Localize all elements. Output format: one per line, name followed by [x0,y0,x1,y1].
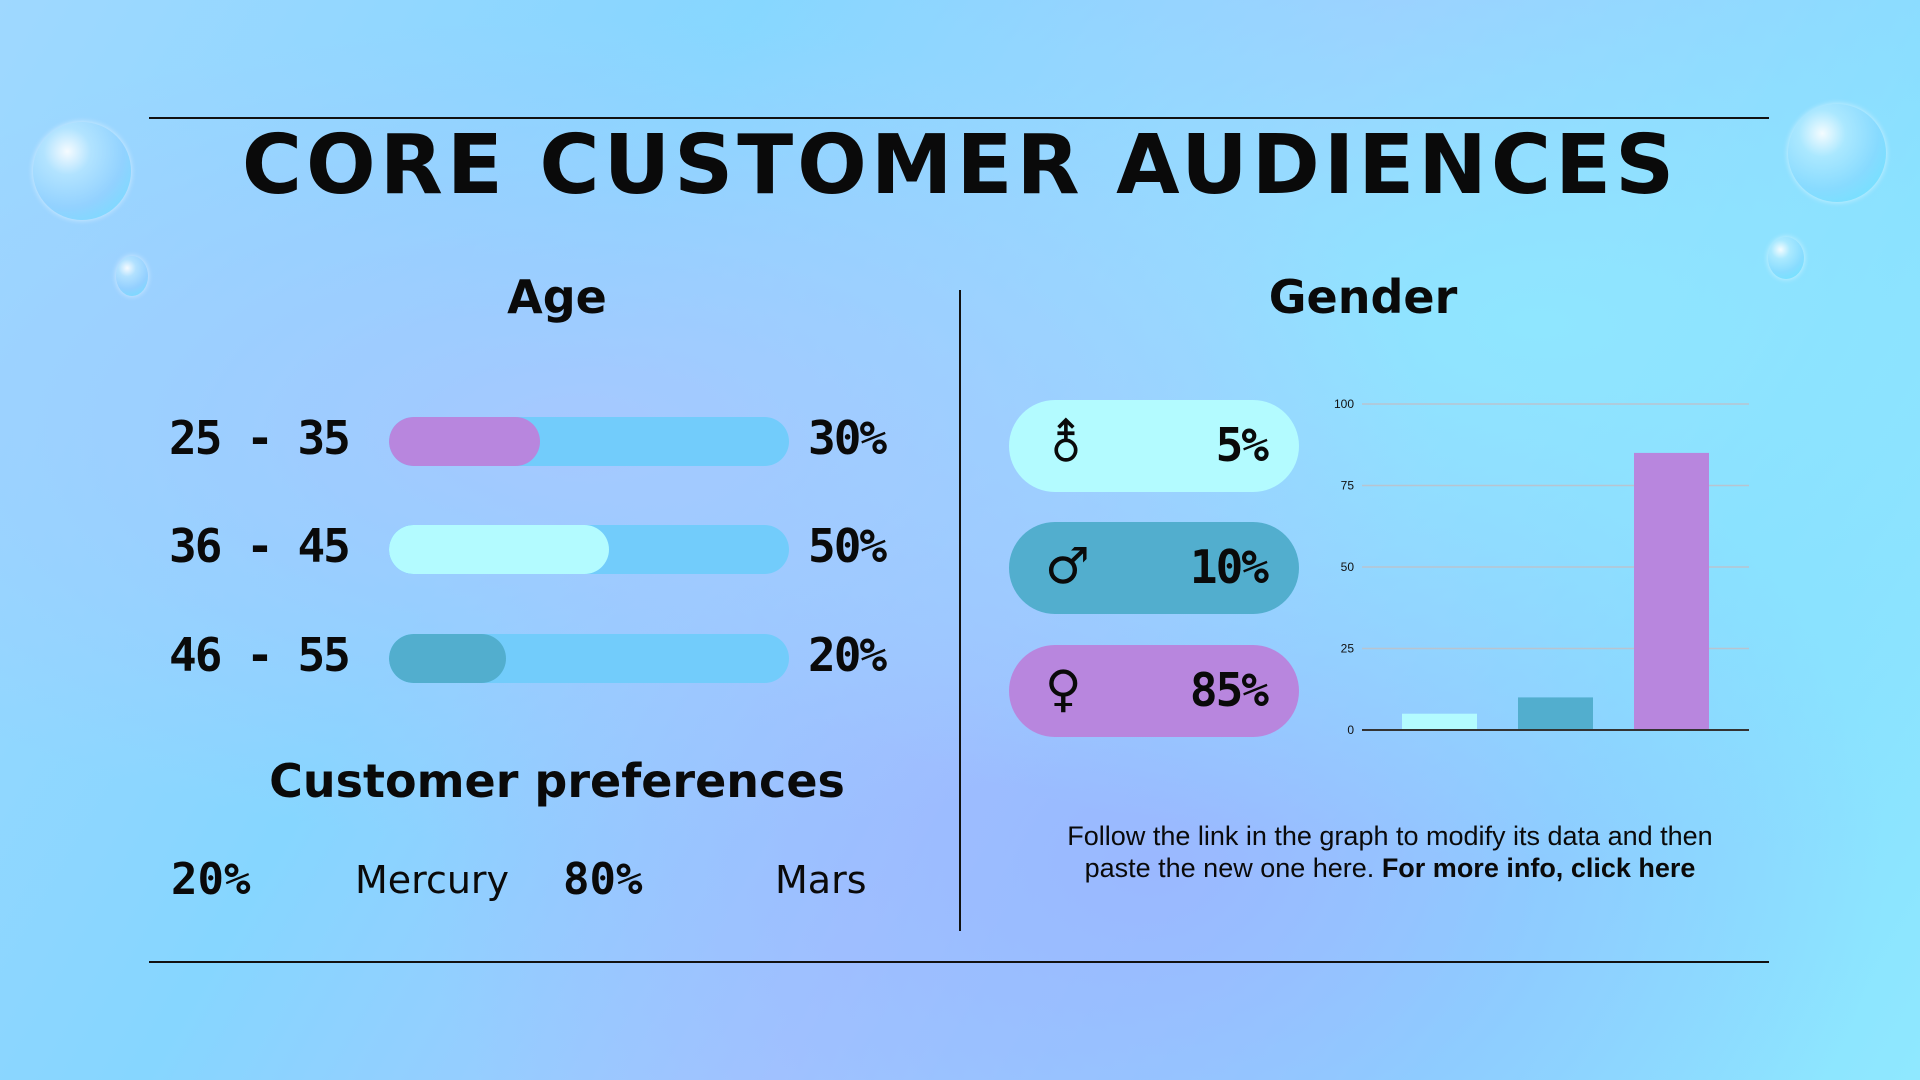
preference-label: Mars [775,858,867,902]
age-progress-bar [389,525,789,574]
male-icon: ♂ [1045,537,1090,595]
gender-percent: 85% [1189,663,1269,717]
age-progress-fill [389,634,506,683]
top-divider [149,117,1769,119]
gender-pill: ⚨ 5% [1009,400,1299,492]
gender-heading: Gender [1268,270,1458,324]
gender-percent: 5% [1215,418,1269,472]
bubble-decoration [116,256,148,296]
more-info-link[interactable]: For more info, click here [1381,853,1696,883]
age-heading: Age [507,270,607,324]
gender-pill: ♀ 85% [1009,645,1299,737]
footer-note: Follow the link in the graph to modify i… [1040,820,1740,884]
vertical-divider [959,290,961,931]
non-binary-icon: ⚨ [1045,415,1087,473]
age-progress-bar [389,417,789,466]
bubble-decoration [1768,237,1804,279]
gender-percent: 10% [1189,540,1269,594]
y-tick-label: 0 [1347,723,1354,737]
preference-label: Mercury [355,858,510,902]
preference-value: 20% [171,854,251,905]
bottom-divider [149,961,1769,963]
age-percent: 20% [808,628,887,682]
age-percent: 50% [808,519,887,573]
y-tick-label: 75 [1341,479,1355,493]
gender-bar-chart: 0 25 50 75 100 [1334,397,1749,737]
age-progress-fill [389,525,609,574]
age-range-label: 46 - 55 [169,628,351,682]
chart-bar [1518,697,1593,730]
bubble-decoration [33,122,131,220]
y-tick-label: 100 [1334,397,1354,411]
age-range-label: 25 - 35 [169,411,351,465]
age-range-label: 36 - 45 [169,519,351,573]
preferences-heading: Customer preferences [269,754,845,808]
gender-pill: ♂ 10% [1009,522,1299,614]
chart-bar [1402,713,1477,730]
bubble-decoration [1788,104,1886,202]
age-progress-fill [389,417,541,466]
preference-value: 80% [563,854,643,905]
y-tick-label: 25 [1341,642,1355,656]
footer-text: Follow the link in the graph to modify i… [1067,821,1713,883]
age-progress-bar [389,634,789,683]
page-title: CORE CUSTOMER AUDIENCES [241,118,1679,213]
female-icon: ♀ [1045,660,1082,718]
y-tick-label: 50 [1341,560,1355,574]
chart-bar [1634,452,1709,730]
age-percent: 30% [808,411,887,465]
